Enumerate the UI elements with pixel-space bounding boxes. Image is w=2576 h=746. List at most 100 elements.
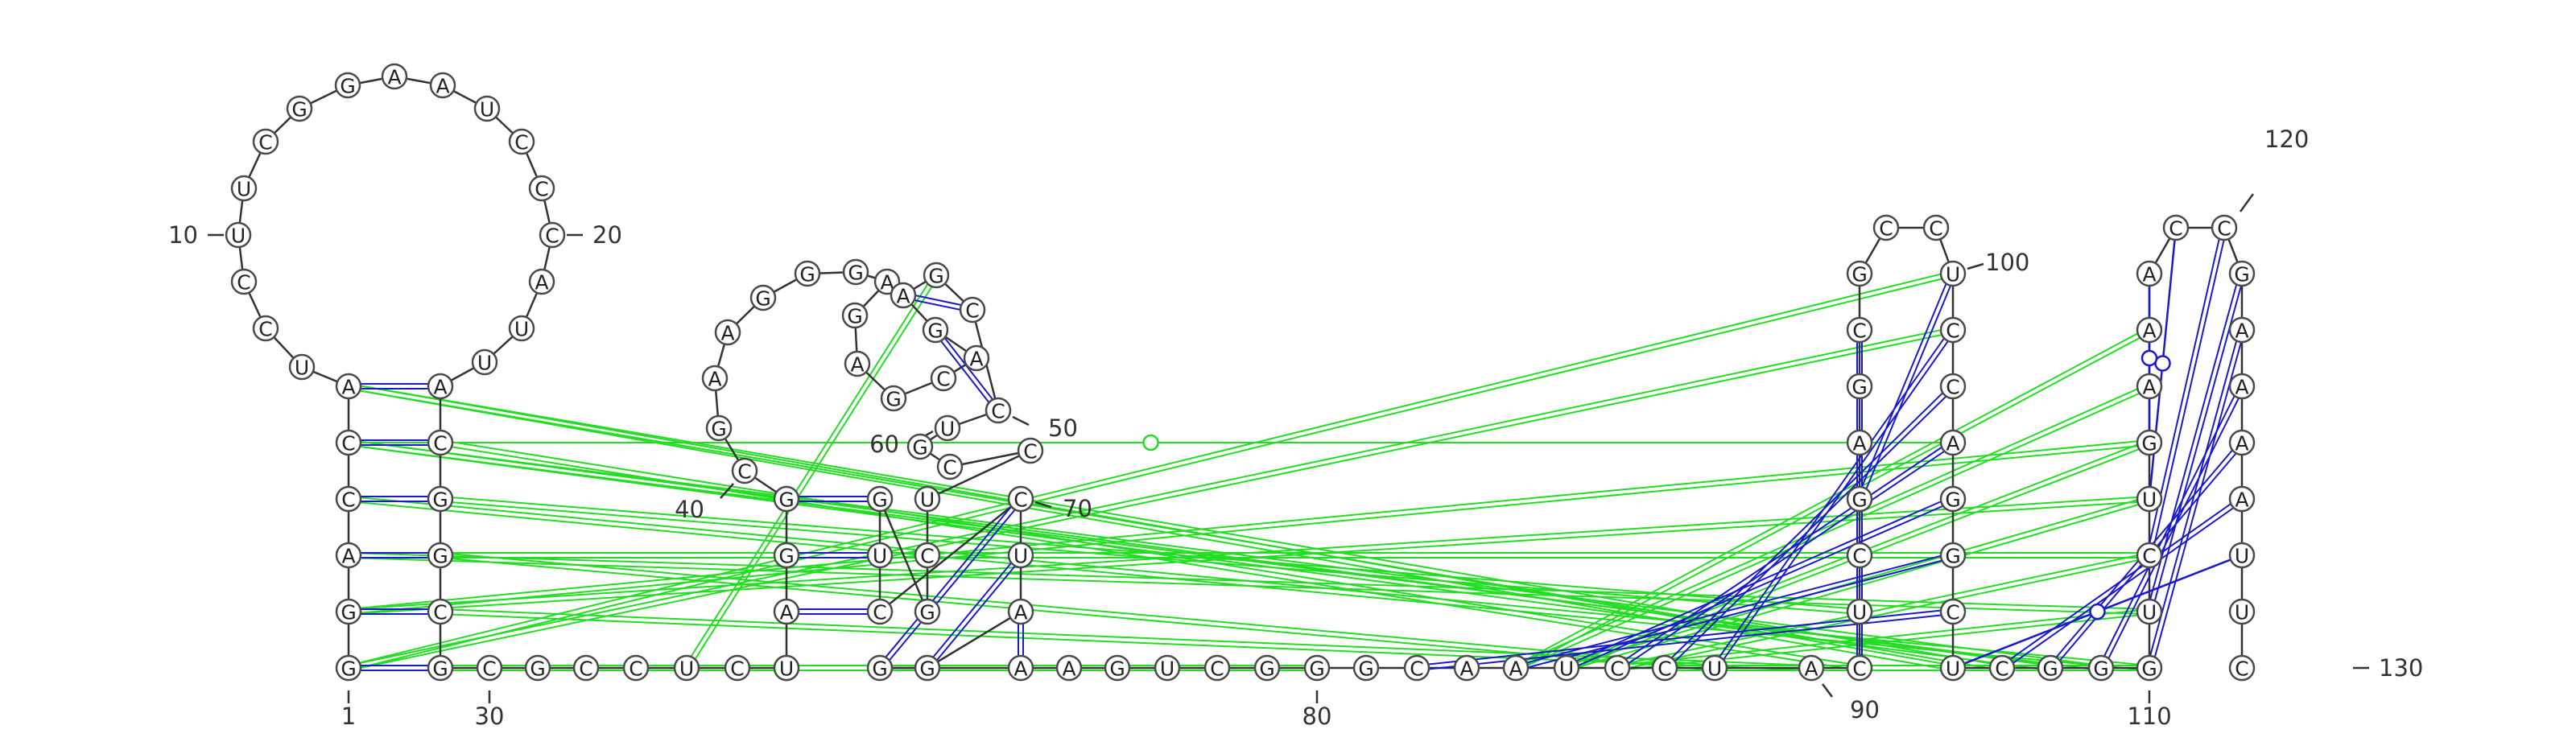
- nucleotide-circle: [1017, 437, 1044, 464]
- nucleotide-letter: G: [755, 287, 770, 311]
- nucleotide-circle: [1846, 542, 1873, 569]
- nucleotide-letter: U: [679, 657, 694, 681]
- nucleotide-letter: C: [1210, 657, 1224, 681]
- position-number-label: 130: [2379, 654, 2423, 682]
- nucleotide-letter: U: [2142, 488, 2157, 512]
- tertiary-interaction-layer: [348, 270, 2151, 671]
- nucleotide-57: C: [959, 296, 986, 324]
- nucleotide-letter: U: [1946, 263, 1960, 286]
- nucleotide-66: G: [866, 485, 894, 513]
- nucleotide-25: C: [427, 429, 454, 456]
- nucleotide-letter: C: [545, 225, 559, 248]
- nucleotide-circle: [1798, 654, 1825, 682]
- number-tick: [720, 483, 734, 499]
- nucleotide-114: U: [2136, 485, 2163, 513]
- nucleotide-letter: U: [1707, 657, 1722, 681]
- nucleotide-circle: [2136, 429, 2163, 456]
- nucleotide-127: U: [2228, 598, 2256, 625]
- nucleotide-letter: C: [920, 545, 934, 568]
- nucleotide-letter: U: [873, 545, 887, 568]
- nucleotide-letter: G: [927, 319, 943, 343]
- nucleotide-circle: [252, 128, 279, 155]
- backbone-segment: [949, 449, 1031, 468]
- nucleotide-circle: [335, 542, 362, 569]
- canonical-pair-line: [915, 295, 962, 306]
- nucleotide-13: G: [286, 95, 313, 122]
- nucleotide-73: G: [866, 654, 894, 682]
- nucleotide-54: G: [922, 316, 949, 344]
- nucleotide-circle: [923, 262, 950, 289]
- nucleotide-76: G: [1104, 654, 1131, 682]
- nucleotide-44: A: [714, 319, 741, 346]
- backbone-segment: [927, 610, 1022, 670]
- canonical-pair-line: [940, 340, 990, 403]
- nucleotide-letter: G: [1358, 657, 1373, 681]
- nucleotide-letter: C: [341, 488, 355, 512]
- nucleotide-19: C: [528, 175, 555, 202]
- nucleotide-letter: C: [1929, 217, 1942, 241]
- nucleotide-11: U: [230, 175, 258, 202]
- nucleotide-circle: [731, 457, 758, 484]
- nucleotide-circle: [1846, 598, 1873, 625]
- nucleotide-letter: A: [2235, 376, 2248, 399]
- nucleotide-circle: [225, 221, 252, 249]
- nucleotide-letter: G: [291, 98, 307, 122]
- nucleotide-circle: [2228, 654, 2256, 682]
- nucleotide-circle: [773, 485, 800, 513]
- position-number-label: 80: [1302, 703, 1332, 730]
- nucleotide-letter: G: [872, 657, 887, 681]
- nucleotide-14: G: [334, 72, 361, 99]
- nucleotide-72: G: [914, 654, 941, 682]
- nucleotide-86: C: [1604, 654, 1631, 682]
- nucleotide-circle: [1104, 654, 1131, 682]
- nucleotide-letter: G: [2141, 657, 2157, 681]
- nucleotide-23: U: [471, 348, 498, 376]
- nucleotide-letter: G: [1852, 376, 1867, 399]
- nucleotide-letter: A: [1459, 657, 1473, 681]
- nucleotide-letter: G: [2234, 263, 2249, 286]
- nucleotide-circle: [2087, 654, 2115, 682]
- canonical-pair-line: [1865, 285, 1951, 489]
- nucleotide-letter: G: [928, 265, 943, 288]
- nucleotide-circle: [335, 654, 362, 682]
- nucleotide-circle: [335, 598, 362, 625]
- nucleotide-85: U: [1553, 654, 1580, 682]
- nucleotide-110: G: [2087, 654, 2115, 682]
- canonical-pair-line: [1861, 283, 1947, 488]
- position-number-label: 90: [1850, 696, 1880, 723]
- nucleotide-letter: U: [231, 225, 246, 248]
- number-tick: [1822, 683, 1833, 698]
- nucleotide-circle: [1988, 654, 2016, 682]
- nucleotide-letter: A: [720, 322, 734, 345]
- nucleotide-63: U: [914, 485, 941, 513]
- nucleotide-letter: A: [433, 376, 447, 399]
- nucleotide-circle: [2162, 214, 2190, 241]
- nucleotide-letter: U: [477, 352, 492, 375]
- nucleotide-84: A: [1502, 654, 1530, 682]
- nucleotide-81: G: [1352, 654, 1380, 682]
- nucleotide-circle: [1939, 316, 1967, 344]
- tertiary-interaction-line: [349, 496, 2150, 667]
- nucleotide-circle: [673, 654, 700, 682]
- number-tick: [2239, 193, 2255, 212]
- nucleotide-circle: [2136, 598, 2163, 625]
- nucleotide-letter: A: [2235, 488, 2248, 512]
- nucleotide-circle: [880, 385, 907, 412]
- nucleotide-letter: C: [991, 400, 1005, 423]
- backbone-segment: [878, 498, 929, 612]
- canonical-pair-line: [2103, 395, 2235, 657]
- nucleotide-79: G: [1253, 654, 1281, 682]
- nucleotide-letter: G: [432, 545, 448, 568]
- nucleotide-98: C: [1872, 214, 1900, 241]
- nucleotide-41: C: [731, 457, 758, 484]
- nucleotide-4: C: [335, 485, 362, 513]
- nucleotide-circle: [2037, 654, 2064, 682]
- nucleotide-letter: C: [629, 657, 642, 681]
- nucleotide-circle: [1651, 654, 1678, 682]
- nucleotide-circle: [1604, 654, 1631, 682]
- nucleotide-letter: C: [1410, 657, 1423, 681]
- backbone-segment: [879, 498, 1022, 612]
- tertiary-interaction-line: [440, 608, 1812, 667]
